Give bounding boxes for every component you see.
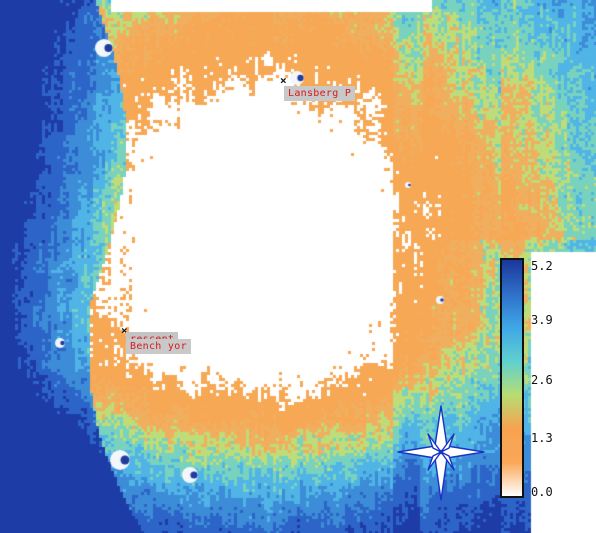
- feature-label-lansberg-p: Lansberg P: [284, 86, 356, 101]
- feature-marker-x: ×: [280, 74, 287, 87]
- colorbar-tick-min: 0.0: [531, 485, 553, 499]
- feature-label-bench-yor: Bench yor: [126, 339, 191, 354]
- colorbar-tick: 3.9: [531, 313, 553, 327]
- colorbar-tick-max: 5.2: [531, 259, 553, 273]
- north-arrow-icon: [397, 405, 485, 501]
- colorbar-tick: 1.3: [531, 431, 553, 445]
- colorbar: [500, 258, 524, 498]
- colorbar-tick: 2.6: [531, 373, 553, 387]
- feature-marker-x: ×: [121, 324, 128, 337]
